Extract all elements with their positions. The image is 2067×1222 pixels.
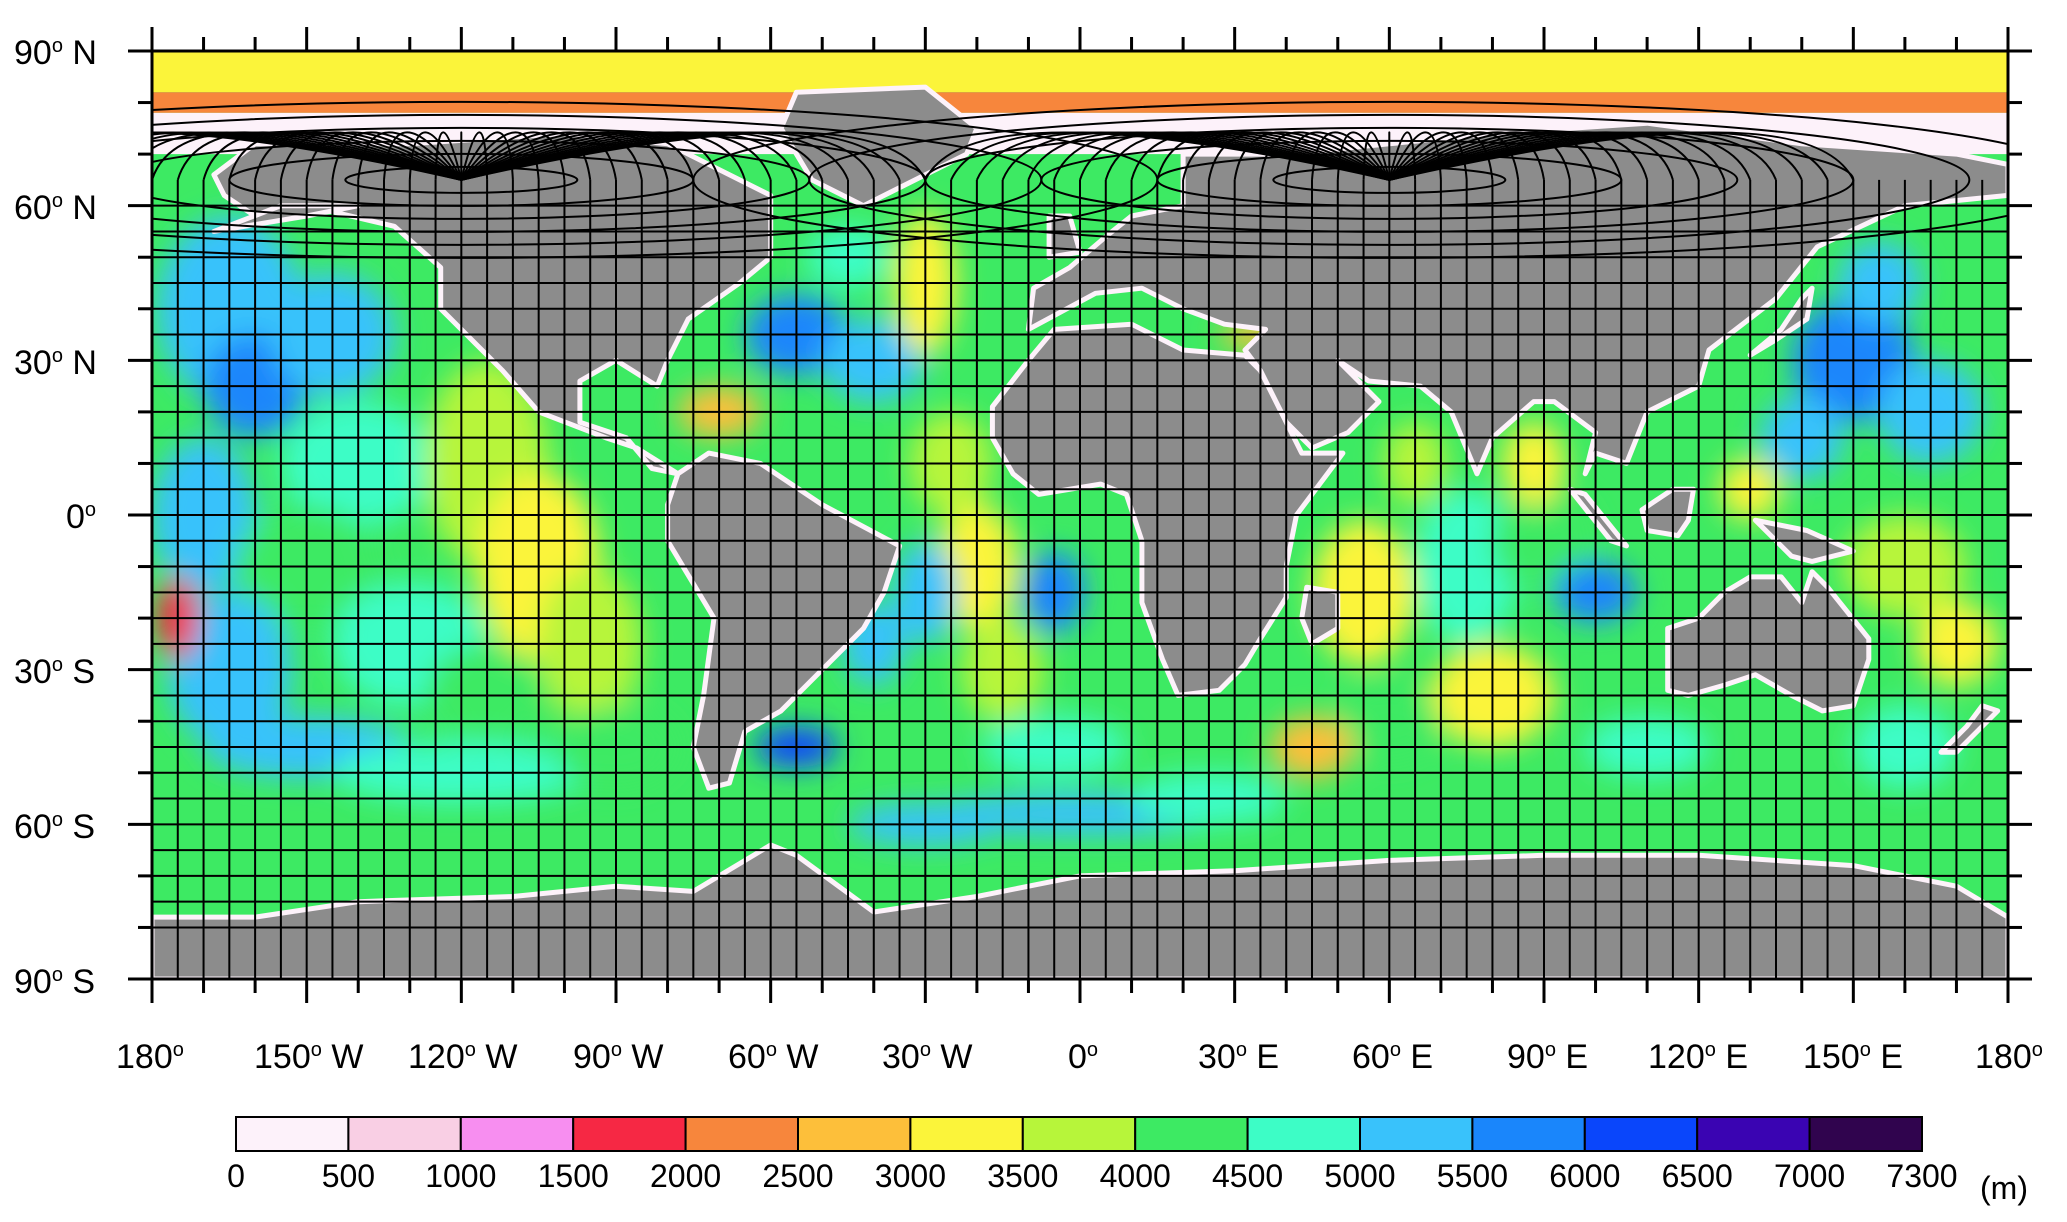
grid-tripole-ring	[924, 126, 1855, 233]
colorbar-level-labels: 0 500 1000 1500 2000 2500 3000 3500 4000 4500 5000…	[227, 1158, 1957, 1194]
lon-label-150e: 150o E	[1803, 1038, 1903, 1076]
lon-label-60w: 60o W	[728, 1038, 819, 1076]
grid-tripole-meridian	[1156, 131, 1390, 181]
lon-label-180e: 180o	[1975, 1038, 2043, 1076]
lon-label-120w: 120o W	[408, 1038, 517, 1076]
grid-tripole-meridian	[279, 131, 462, 181]
colorbar-swatch	[1583, 1116, 1699, 1152]
colorbar-swatch	[1808, 1116, 1923, 1152]
colorbar-level-label: 4000	[1100, 1158, 1171, 1194]
lon-label-150w: 150o W	[254, 1038, 363, 1076]
grid-tripole-ring	[808, 113, 1971, 246]
lat-label-60s: 60o S	[14, 808, 95, 846]
colorbar-unit-label: (m)	[1980, 1170, 2028, 1206]
lon-label-30e: 30o E	[1198, 1038, 1279, 1076]
colorbar-swatch	[909, 1116, 1024, 1152]
colorbar-level-label: 7000	[1774, 1158, 1845, 1194]
lat-label-90n: 90o N	[14, 34, 97, 72]
grid-tripole-meridian	[1388, 131, 1571, 181]
colorbar-swatch	[572, 1116, 687, 1152]
lat-label-90s: 90o S	[14, 963, 95, 1001]
colorbar-swatch	[1021, 1116, 1137, 1152]
colorbar-level-label: 6000	[1549, 1158, 1620, 1194]
colorbar-swatch	[797, 1116, 912, 1152]
lon-label-0: 0o	[1068, 1038, 1098, 1076]
lon-label-120e: 120o E	[1648, 1038, 1748, 1076]
map-panel	[152, 51, 2008, 979]
colorbar-swatch	[684, 1116, 799, 1152]
grid-tripole-meridian	[1336, 131, 1391, 181]
lon-axis-labels: 180o 150o W 120o W 90o W 60o W 30o W 0o …	[116, 1038, 2043, 1076]
colorbar-swatch	[235, 1116, 350, 1152]
tripolar-grid	[152, 100, 2008, 979]
lat-label-60n: 60o N	[14, 189, 97, 227]
grid-tripole-meridian	[1285, 131, 1391, 181]
colorbar-swatch	[1471, 1116, 1586, 1152]
colorbar-level-label: 500	[322, 1158, 375, 1194]
colorbar-swatch	[1359, 1116, 1474, 1152]
grid-tripole-ring	[1040, 139, 1739, 220]
lon-label-90e: 90o E	[1507, 1038, 1588, 1076]
arctic-slope-band	[152, 92, 2008, 113]
grid-tripole-meridian	[383, 131, 463, 181]
colorbar-level-label: 3500	[987, 1158, 1058, 1194]
grid-tripole-meridian	[460, 131, 566, 181]
colorbar-level-label: 1500	[538, 1158, 609, 1194]
colorbar-level-label: 1000	[425, 1158, 496, 1194]
colorbar-level-label: 5000	[1324, 1158, 1395, 1194]
colorbar: 0 500 1000 1500 2000 2500 3000 3500 4000 4500 5000…	[227, 1116, 2028, 1206]
grid-tripole-meridian	[434, 131, 463, 181]
arctic-deep-band	[152, 51, 2008, 93]
grid-tripole-meridian	[1388, 131, 1520, 181]
colorbar-swatches	[235, 1116, 1923, 1152]
sumatra-land	[1567, 486, 1629, 549]
colorbar-swatch	[459, 1116, 575, 1152]
colorbar-level-label: 0	[227, 1158, 245, 1194]
colorbar-swatch	[1246, 1116, 1361, 1152]
lat-axis-labels: 90o N 60o N 30o N 0o 30o S 60o S 90o S	[14, 34, 97, 1001]
lon-label-60e: 60o E	[1352, 1038, 1433, 1076]
grid-tripole-meridian	[1311, 131, 1391, 181]
grid-tripole-meridian	[460, 131, 592, 181]
grid-tripole-meridian	[331, 131, 462, 181]
lat-label-0: 0o	[66, 498, 96, 536]
grid-tripole-meridian	[1388, 131, 1494, 181]
lat-label-30n: 30o N	[14, 344, 97, 382]
lon-label-180w: 180o	[116, 1038, 184, 1076]
grid-tripole-meridian	[228, 131, 462, 181]
grid-tripole-meridian	[357, 131, 463, 181]
grid-tripole-meridian	[1182, 131, 1390, 181]
grid-tripole-ring	[692, 100, 2008, 259]
grid-tripole-ring	[1156, 152, 1623, 207]
lat-label-30s: 30o S	[14, 653, 95, 691]
lon-label-90w: 90o W	[573, 1038, 664, 1076]
colorbar-swatch	[347, 1116, 462, 1152]
colorbar-level-label: 5500	[1437, 1158, 1508, 1194]
colorbar-level-label: 6500	[1662, 1158, 1733, 1194]
axis-ticks	[128, 27, 2032, 1003]
british-isles-land	[1046, 213, 1083, 260]
colorbar-swatch	[1696, 1116, 1811, 1152]
grid-tripole-meridian	[1207, 131, 1390, 181]
grid-tripole-meridian	[460, 131, 643, 181]
grid-tripole-meridian	[254, 131, 462, 181]
lon-label-30w: 30o W	[882, 1038, 973, 1076]
grid-tripole-ring	[344, 165, 579, 194]
australia-land	[1665, 569, 1872, 714]
colorbar-level-label: 3000	[875, 1158, 946, 1194]
grid-tripole-meridian	[1362, 131, 1391, 181]
colorbar-level-label: 7300	[1886, 1158, 1957, 1194]
colorbar-level-label: 2000	[650, 1158, 721, 1194]
grid-tripole-ring	[1272, 165, 1507, 194]
colorbar-level-label: 2500	[762, 1158, 833, 1194]
grid-tripole-meridian	[1259, 131, 1390, 181]
colorbar-level-label: 4500	[1212, 1158, 1283, 1194]
colorbar-swatch	[1134, 1116, 1249, 1152]
grid-tripole-meridian	[408, 131, 463, 181]
